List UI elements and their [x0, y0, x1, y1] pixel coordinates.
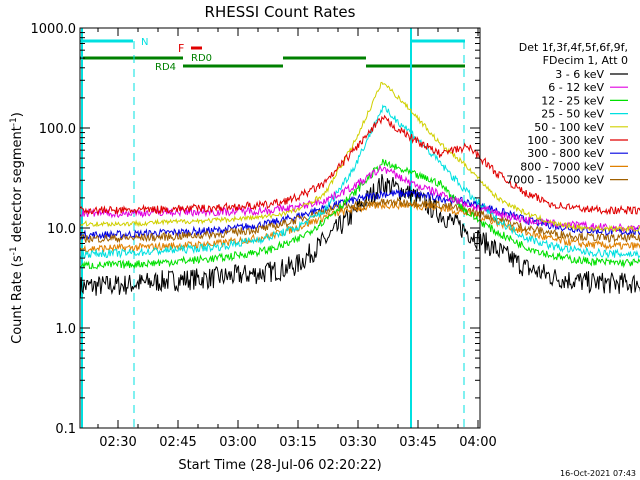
y-tick-label-2: 10.0: [47, 222, 76, 237]
y-axis-label-tail: detector segment: [10, 126, 25, 246]
y-tick-label-1: 1.0: [55, 322, 76, 337]
legend-label-2: 12 - 25 keV: [541, 94, 604, 107]
y-tick-label-0: 0.1: [55, 422, 76, 437]
series-line-8: [79, 196, 640, 244]
x-tick-label-6: 04:00: [459, 435, 496, 450]
x-tick-label-5: 03:45: [399, 435, 436, 450]
x-tick-label-2: 03:00: [219, 435, 256, 450]
annotation-1: F: [178, 42, 184, 55]
y-tick-label-3: 100.0: [39, 122, 76, 137]
legend-label-7: 800 - 7000 keV: [520, 160, 604, 173]
footer-date: 16-Oct-2021 07:43: [560, 469, 636, 478]
y-axis-ticks: 0.1 1.0 10.0 100.0 1000.0: [31, 22, 480, 437]
series-lines: [79, 81, 640, 298]
series-line-6: [79, 188, 640, 240]
x-axis-ticks: 02:30 02:45 03:00 03:15 03:30 03:45 04:00: [97, 28, 497, 450]
annotation-3: RD4: [155, 62, 176, 73]
annotation-0: N: [141, 37, 148, 48]
event-vertical-lines: [81, 28, 465, 428]
chart-title: RHESSI Count Rates: [205, 3, 356, 21]
chart-annotations: N F RD0 RD4: [141, 37, 212, 73]
legend-label-4: 50 - 100 keV: [534, 121, 604, 134]
x-tick-label-4: 03:30: [339, 435, 376, 450]
y-axis-label: Count Rate (s-1 detector segment-1): [9, 112, 25, 344]
y-axis-label-main: Count Rate (s: [10, 255, 25, 344]
series-line-2: [80, 158, 640, 270]
x-tick-label-0: 02:30: [99, 435, 136, 450]
plot-frame: [79, 27, 481, 429]
legend-label-1: 6 - 12 keV: [548, 81, 604, 94]
legend-header-1: Det 1f,3f,4f,5f,6f,9f,: [519, 41, 628, 54]
legend-label-3: 25 - 50 keV: [541, 108, 604, 121]
series-line-1: [79, 164, 640, 233]
x-tick-label-3: 03:15: [279, 435, 316, 450]
legend: Det 1f,3f,4f,5f,6f,9f, FDecim 1, Att 0 3…: [506, 41, 628, 187]
legend-label-6: 300 - 800 keV: [527, 147, 604, 160]
x-tick-label-1: 02:45: [159, 435, 196, 450]
annotation-2: RD0: [191, 53, 212, 64]
series-line-0: [79, 174, 640, 298]
series-line-3: [80, 104, 640, 259]
legend-label-0: 3 - 6 keV: [555, 68, 604, 81]
legend-header-2: FDecim 1, Att 0: [543, 54, 628, 67]
series-line-5: [79, 114, 640, 217]
y-axis-label-close: ): [10, 112, 25, 117]
attenuator-decimation-bars: [80, 39, 465, 68]
legend-label-5: 100 - 300 keV: [527, 134, 604, 147]
legend-label-8: 7000 - 15000 keV: [506, 174, 604, 187]
y-axis-label-sup: -1: [9, 246, 19, 255]
x-axis-label: Start Time (28-Jul-06 02:20:22): [178, 458, 381, 473]
y-axis-label-sup2: -1: [9, 117, 19, 126]
y-tick-label-4: 1000.0: [31, 22, 77, 37]
series-line-4: [80, 81, 640, 233]
